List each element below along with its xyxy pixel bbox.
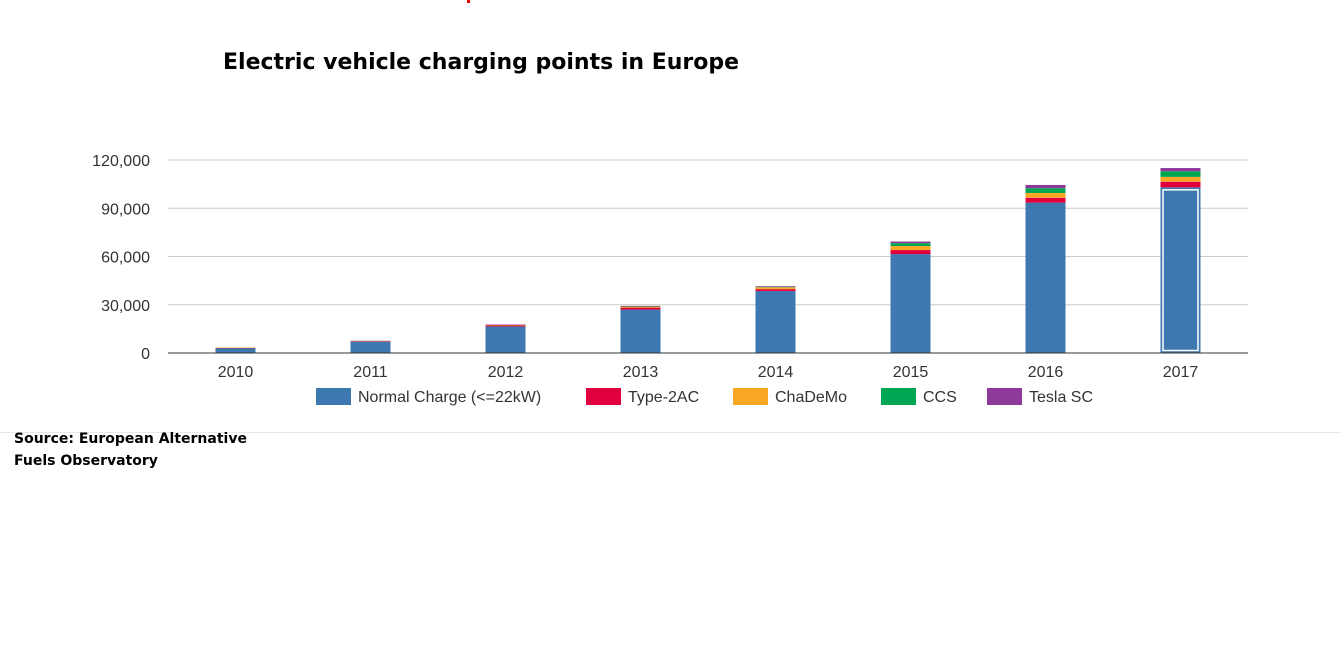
bar-segment (890, 246, 931, 251)
x-tick-label: 2017 (1163, 364, 1199, 381)
x-tick-label: 2012 (488, 364, 524, 381)
y-tick-label: 90,000 (101, 201, 150, 218)
y-tick-label: 0 (141, 346, 150, 363)
x-tick-label: 2016 (1028, 364, 1064, 381)
y-tick-label: 30,000 (101, 298, 150, 315)
x-tick-label: 2014 (758, 364, 794, 381)
x-tick-label: 2010 (218, 364, 254, 381)
legend-swatch (881, 388, 916, 405)
source-line-1: Source: European Alternative (14, 431, 247, 447)
bar-segment (890, 241, 931, 244)
bar-segment (890, 254, 931, 353)
bar-segment (1160, 171, 1201, 177)
x-tick-label: 2011 (353, 364, 388, 381)
bar-segment (1025, 188, 1066, 193)
bar-highlight-outline (1162, 189, 1199, 352)
source-line-2: Fuels Observatory (14, 453, 158, 469)
chart-title: Electric vehicle charging points in Euro… (223, 50, 740, 75)
bar-segment (1160, 187, 1201, 353)
bar-segment (350, 340, 391, 342)
legend-label: Tesla SC (1029, 389, 1093, 406)
bar-segment (890, 243, 931, 247)
legend-label: CCS (923, 389, 957, 406)
bar-segment (215, 347, 256, 349)
bar-segment (485, 324, 526, 326)
x-tick-label: 2015 (893, 364, 929, 381)
legend-swatch (987, 388, 1022, 405)
bar-segment (890, 250, 931, 255)
bar-segment (1025, 192, 1066, 198)
legend-swatch (316, 388, 351, 405)
bar-segment (755, 287, 796, 290)
bar-segment (485, 324, 526, 326)
bar-segment (620, 306, 661, 308)
legend-label: ChaDeMo (775, 389, 847, 406)
red-mark (467, 0, 470, 3)
bar-segment (1160, 176, 1201, 182)
bar-segment (350, 341, 391, 353)
bar-segment (1025, 184, 1066, 189)
bar-segment (620, 305, 661, 307)
legend-label: Normal Charge (<=22kW) (358, 389, 541, 406)
legend-label: Type-2AC (628, 389, 699, 406)
y-tick-label: 120,000 (92, 153, 150, 170)
legend-swatch (733, 388, 768, 405)
bar-segment (1160, 181, 1201, 188)
source-note: Source: European Alternative Fuels Obser… (14, 428, 284, 472)
divider (0, 432, 1341, 433)
bar-segment (620, 309, 661, 353)
bar-segment (1160, 168, 1201, 172)
x-tick-label: 2013 (623, 364, 659, 381)
bar-segment (755, 286, 796, 288)
bar-segment (485, 325, 526, 327)
bar-segment (215, 347, 256, 353)
bar-segment (1025, 197, 1066, 203)
bar-segment (755, 286, 796, 287)
bar-segment (620, 306, 661, 307)
bar-segment (755, 291, 796, 353)
stacked-bar-chart: 0 30,000 60,000 90,000 120,000 2010 2011 2012 20… (92, 153, 1248, 406)
y-tick-label: 60,000 (101, 250, 150, 267)
bar-segment (485, 326, 526, 353)
bar-segment (1025, 202, 1066, 353)
bar-segment (350, 341, 391, 342)
bar-segment (620, 307, 661, 310)
bar-segment (755, 289, 796, 292)
legend-swatch (586, 388, 621, 405)
